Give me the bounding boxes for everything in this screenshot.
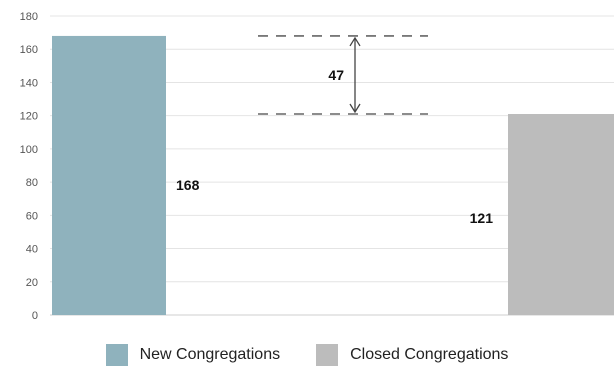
data-label-new-congregations: 168: [176, 177, 200, 193]
y-tick-label-160: 160: [20, 44, 38, 56]
y-tick-label-140: 140: [20, 77, 38, 89]
data-label-closed-congregations: 121: [470, 210, 494, 226]
legend-swatch-closed: [316, 344, 339, 366]
y-tick-label-100: 100: [20, 144, 38, 156]
chart-legend: New Congregations Closed Congregations: [0, 344, 614, 366]
legend-item-closed: Closed Congregations: [316, 344, 508, 366]
bar-closed-congregations: [508, 114, 614, 315]
annotation-label: 47: [328, 67, 344, 83]
legend-label-closed: Closed Congregations: [350, 346, 509, 363]
y-tick-label-20: 20: [26, 277, 38, 289]
annotation-arrowhead-down: [349, 103, 361, 114]
chart-canvas: 0 20 40 60 80 100 120 140 160 180 168 121 47: [20, 11, 614, 322]
legend-label-new: New Congregations: [139, 346, 281, 363]
y-tick-label-120: 120: [20, 111, 38, 123]
y-tick-label-80: 80: [26, 177, 38, 189]
y-tick-label-60: 60: [26, 210, 38, 222]
y-tick-label-180: 180: [20, 11, 38, 23]
y-tick-label-40: 40: [26, 244, 38, 256]
legend-swatch-new: [105, 344, 128, 366]
bar-new-congregations: [52, 35, 166, 315]
legend-item-new: New Congregations: [105, 344, 281, 366]
y-tick-label-0: 0: [32, 310, 38, 322]
annotation-arrowhead-up: [349, 36, 361, 47]
